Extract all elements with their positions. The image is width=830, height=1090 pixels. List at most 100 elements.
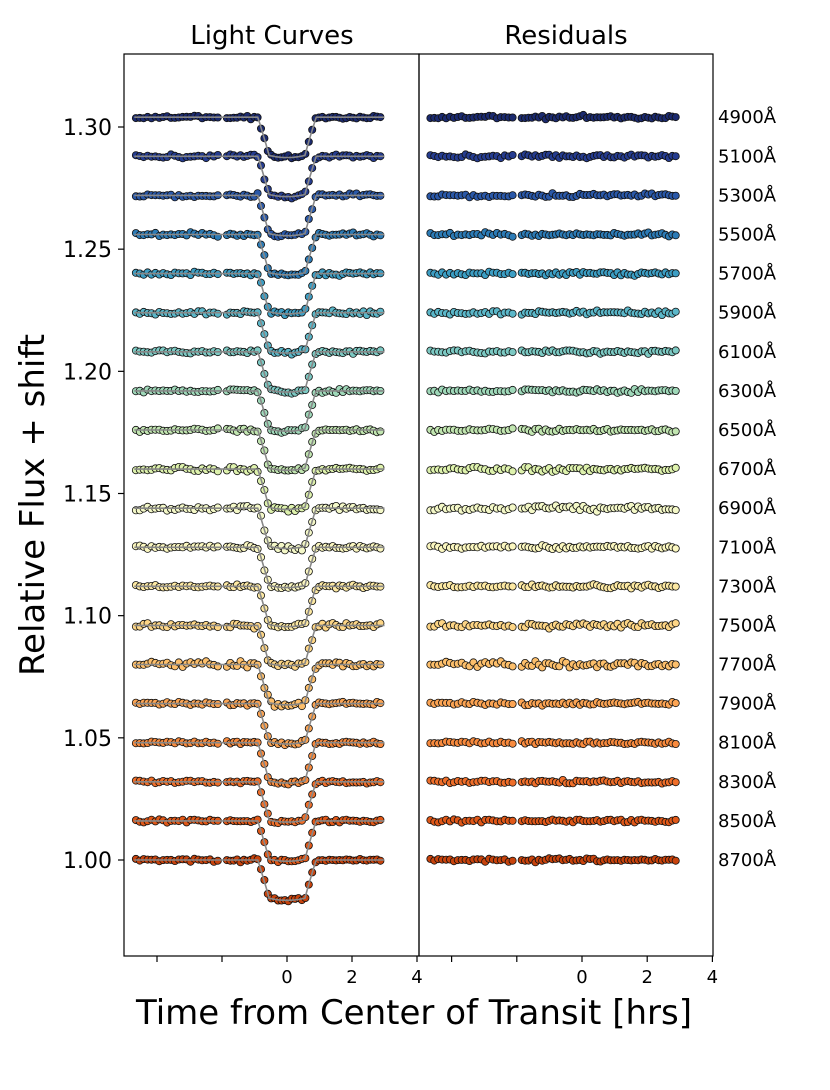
residual-point	[671, 699, 680, 708]
residual-point	[671, 740, 680, 749]
wavelength-label: 7500Å	[718, 614, 777, 636]
residual-point	[508, 739, 517, 748]
residual-point	[671, 307, 680, 316]
residual-points-layer	[426, 110, 680, 867]
y-tick-label: 1.05	[63, 727, 112, 752]
residual-point	[508, 582, 517, 591]
wavelength-label: 8300Å	[718, 771, 777, 793]
wavelength-label: 5300Å	[718, 184, 777, 206]
residual-point	[671, 856, 680, 865]
residual-point	[508, 816, 517, 825]
wavelength-label: 6300Å	[718, 380, 777, 402]
residual-point	[508, 467, 517, 476]
residual-point	[508, 270, 517, 279]
x-tick-label: 0	[576, 967, 587, 988]
residual-point	[508, 232, 517, 241]
transit-model-line	[134, 468, 385, 511]
light-curves-title: Light Curves	[190, 21, 353, 51]
wavelength-label: 5500Å	[718, 224, 777, 246]
wavelength-label: 7900Å	[718, 693, 777, 715]
x-tick-label: 4	[411, 967, 422, 988]
residual-point	[671, 113, 680, 122]
light-curve-point	[213, 623, 222, 632]
x-axis-label: Time from Center of Transit [hrs]	[135, 993, 692, 1033]
transit-model-line	[134, 390, 385, 433]
residual-point	[508, 150, 517, 159]
wavelength-label: 7300Å	[718, 575, 777, 597]
y-tick-label: 1.25	[63, 238, 112, 263]
wavelength-label: 8700Å	[718, 849, 777, 871]
transit-model-line	[134, 194, 385, 237]
residual-point	[671, 619, 680, 628]
residuals-title: Residuals	[504, 21, 627, 51]
residual-point	[671, 269, 680, 278]
wavelength-label: 6700Å	[718, 458, 777, 480]
wavelength-label: 7100Å	[718, 536, 777, 558]
light-curve-point	[213, 542, 222, 551]
residual-point	[508, 113, 517, 122]
light-curve-point	[376, 815, 385, 824]
residual-point	[671, 506, 680, 515]
light-curve-point	[376, 463, 385, 472]
transit-model-line	[134, 702, 385, 745]
transit-model-line	[134, 859, 385, 902]
transit-model-line	[134, 820, 385, 863]
x-tick-label: 2	[346, 967, 357, 988]
residual-point	[671, 427, 680, 436]
residual-point	[508, 385, 517, 394]
residual-point	[671, 346, 680, 355]
wavelength-label: 8500Å	[718, 810, 777, 832]
transit-model-line	[134, 546, 385, 589]
light-curve-point	[213, 150, 222, 159]
y-tick-label: 1.30	[63, 116, 112, 141]
wavelength-label: 6100Å	[718, 341, 777, 363]
residual-point	[671, 231, 680, 240]
residual-point	[671, 660, 680, 669]
y-tick-label: 1.10	[63, 605, 112, 630]
residual-point	[671, 544, 680, 553]
wavelength-label: 5100Å	[718, 145, 777, 167]
residual-point	[671, 815, 680, 824]
wavelength-label: 4900Å	[718, 106, 777, 128]
light-curve-point	[213, 385, 222, 394]
light-curve-point	[213, 309, 222, 318]
residual-point	[508, 662, 517, 671]
light-curve-point	[376, 346, 385, 355]
light-curve-point	[376, 427, 385, 436]
x-tick-label: 2	[641, 967, 652, 988]
x-tick-label: 4	[707, 967, 718, 988]
transit-model-line	[134, 272, 385, 315]
residual-point	[508, 700, 517, 709]
y-tick-label: 1.00	[63, 849, 112, 874]
wavelength-label: 5700Å	[718, 263, 777, 285]
y-axis-label: Relative Flux + shift	[13, 334, 53, 676]
light-curve-point	[213, 739, 222, 748]
y-tick-label: 1.20	[63, 360, 112, 385]
residual-point	[671, 191, 680, 200]
residual-point	[508, 309, 517, 318]
residual-point	[508, 191, 517, 200]
transit-model-line	[134, 741, 385, 784]
residual-point	[508, 778, 517, 787]
residual-point	[508, 348, 517, 357]
residual-point	[671, 463, 680, 472]
y-axis-ticks: 1.00 1.05 1.10 1.15 1.20 1.25 1.30	[63, 116, 124, 874]
residual-point	[508, 503, 517, 512]
light-curve-point	[376, 544, 385, 553]
residual-point	[508, 542, 517, 551]
residual-point	[671, 152, 680, 161]
y-tick-label: 1.15	[63, 483, 112, 508]
residual-point	[508, 424, 517, 433]
wavelength-label: 8100Å	[718, 732, 777, 754]
light-curve-point	[376, 307, 385, 316]
residual-point	[508, 623, 517, 632]
light-curve-point	[213, 424, 222, 433]
x-tick-label: 0	[281, 967, 292, 988]
wavelength-label: 5900Å	[718, 302, 777, 324]
residual-point	[671, 582, 680, 591]
wavelength-label: 7700Å	[718, 654, 777, 676]
x-axis-ticks: 0 2 4 0 2 4	[156, 956, 718, 988]
transit-model-line	[134, 429, 385, 472]
transit-model-line	[134, 507, 385, 550]
residual-point	[508, 856, 517, 865]
